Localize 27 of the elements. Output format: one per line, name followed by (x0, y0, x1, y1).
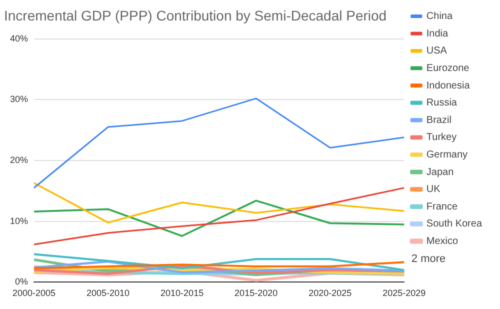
legend-label: France (426, 201, 458, 212)
legend-label: Japan (426, 166, 454, 178)
y-tick-label: 0% (15, 276, 28, 287)
x-tick-label: 2015-2020 (234, 288, 278, 298)
chart-title: Incremental GDP (PPP) Contribution by Semi-Decadal Period (4, 7, 387, 24)
x-tick-label: 2005-2010 (86, 288, 130, 298)
y-tick-label: 20% (10, 154, 28, 165)
legend-label: South Korea (426, 218, 482, 230)
legend-label: Germany (426, 149, 468, 160)
legend-label: Indonesia (426, 80, 470, 92)
legend-label: Brazil (426, 114, 452, 126)
legend-label: China (426, 11, 453, 22)
legend-label: Turkey (426, 132, 457, 144)
text: 2 more (411, 253, 446, 266)
x-tick-label: 2000-2005 (12, 288, 56, 298)
legend-label: Eurozone (426, 62, 470, 74)
y-tick-label: 40% (10, 33, 28, 44)
x-tick-label: 2020-2025 (308, 288, 352, 298)
x-tick-label: 2010-2015 (160, 288, 204, 298)
y-tick-label: 30% (10, 94, 28, 104)
legend-label: USA (426, 46, 448, 57)
y-tick-label: 10% (10, 216, 28, 226)
legend-label: Russia (426, 98, 458, 109)
x-tick-label: 2025-2029 (382, 288, 426, 298)
legend-label: UK (426, 184, 441, 196)
legend-label: Mexico (426, 236, 459, 247)
legend-label: India (426, 28, 449, 40)
